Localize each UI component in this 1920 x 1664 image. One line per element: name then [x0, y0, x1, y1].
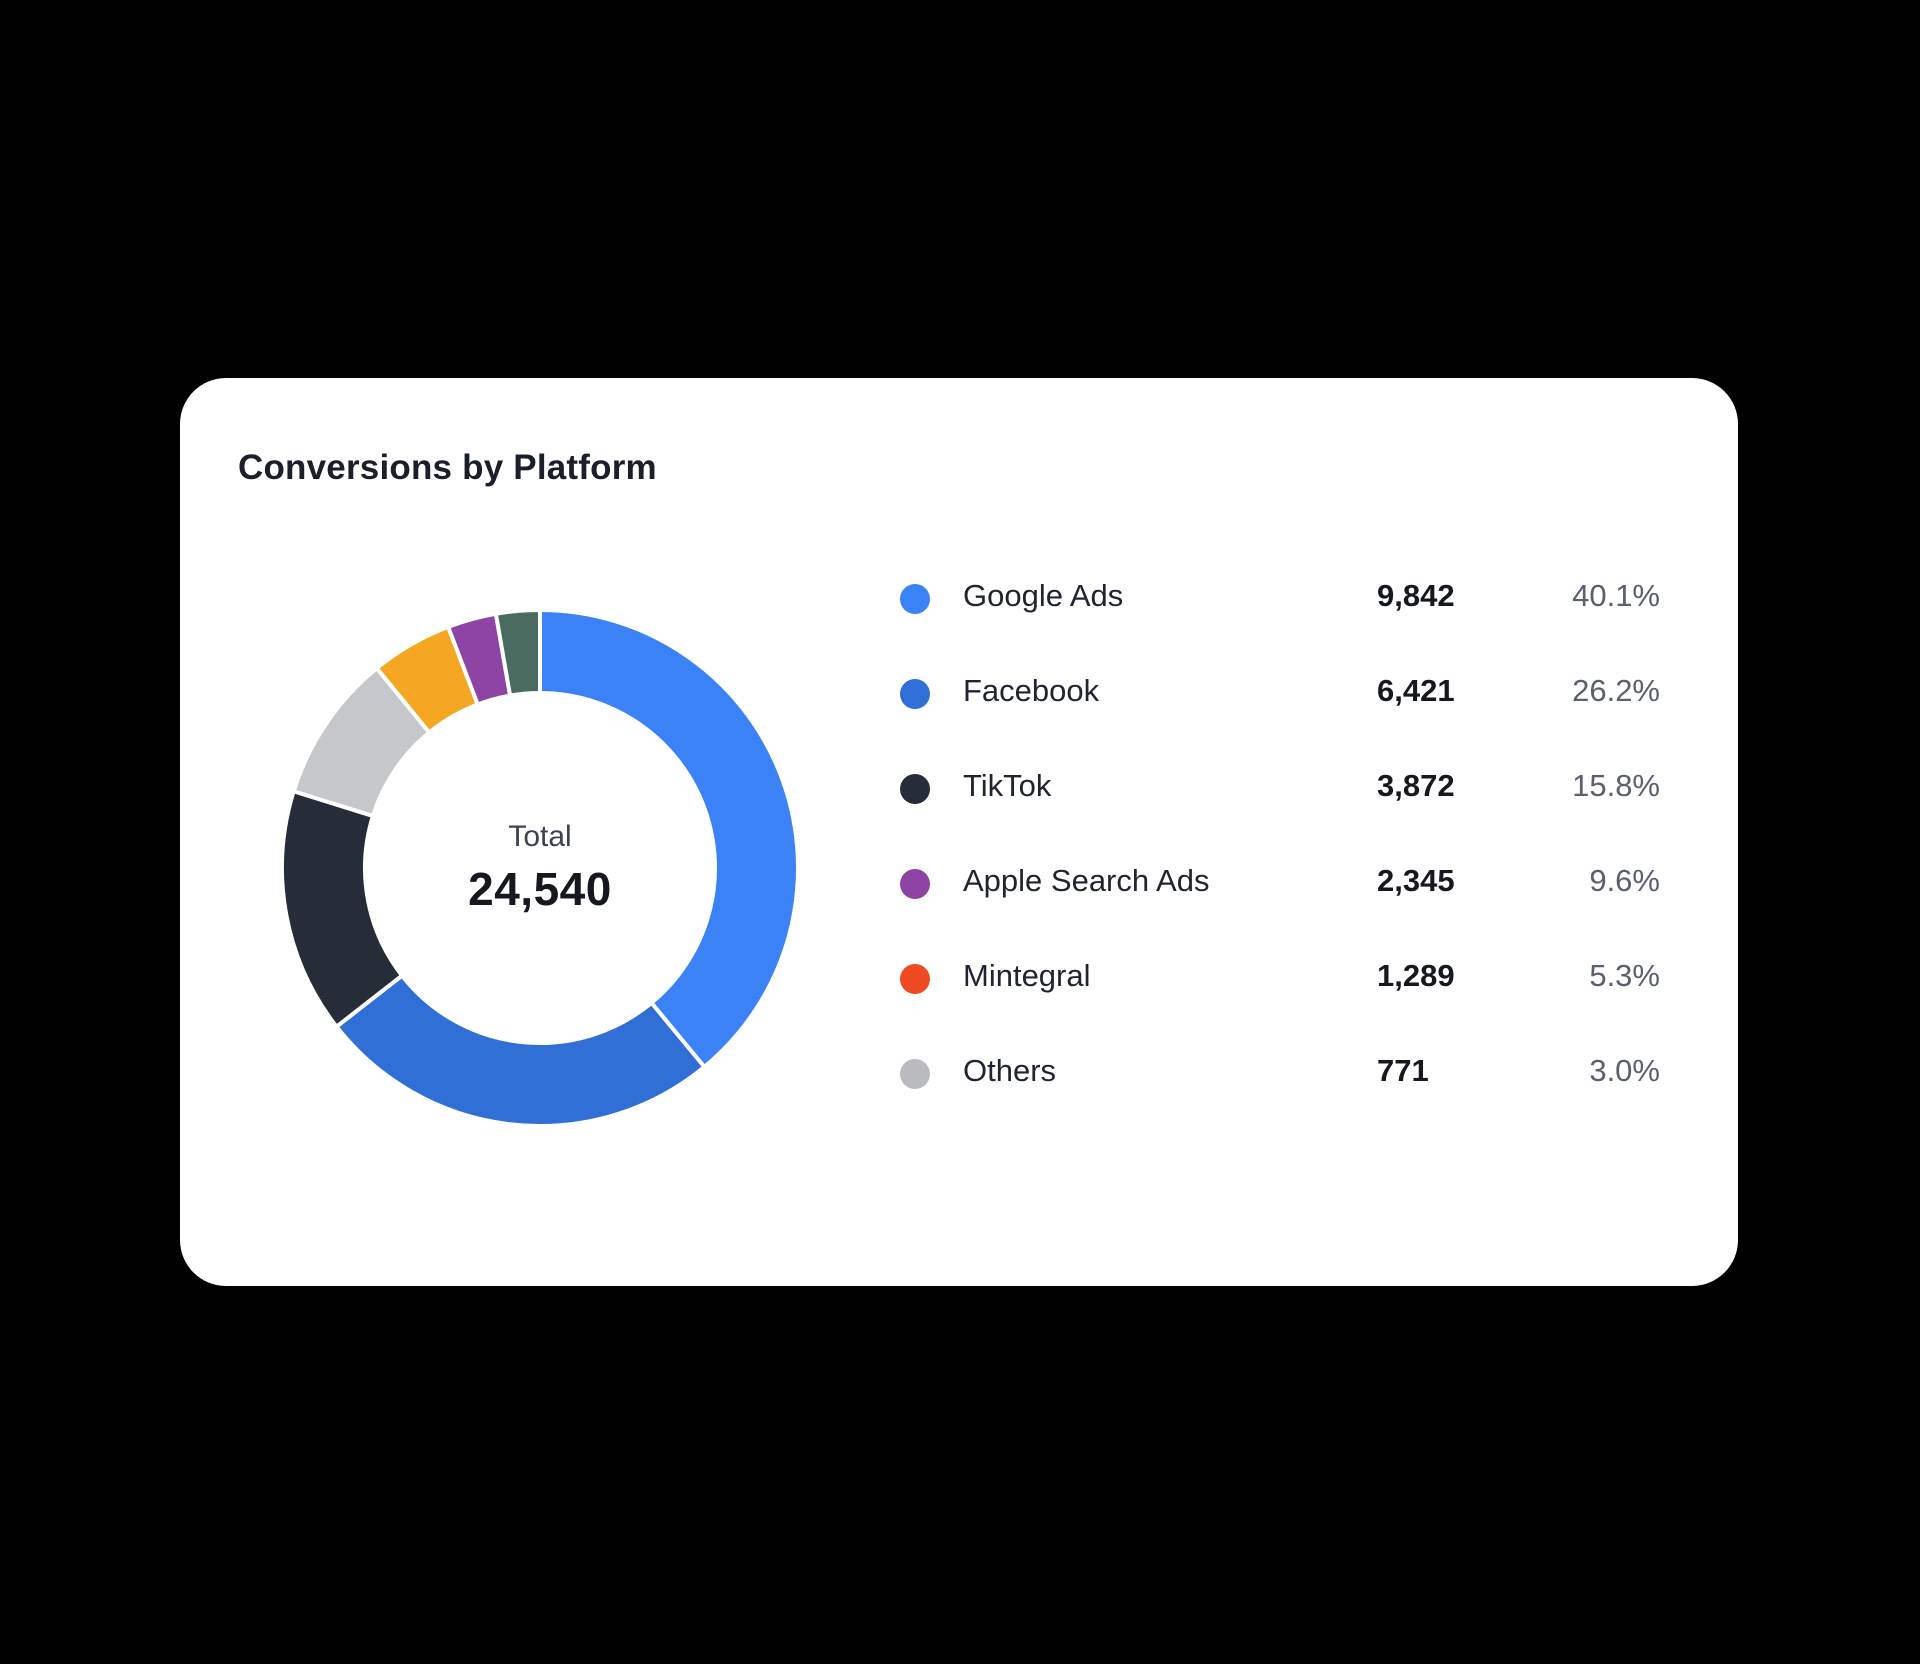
- legend-color-dot: [900, 584, 930, 614]
- legend-item: TikTok 3,872 15.8%: [900, 758, 1660, 853]
- legend-label: TikTok: [963, 768, 1052, 803]
- legend-label: Others: [963, 1053, 1057, 1088]
- legend-percent: 3.0%: [1589, 1053, 1660, 1088]
- legend-item: Google Ads 9,842 40.1%: [900, 568, 1660, 663]
- legend-label: Google Ads: [963, 578, 1124, 613]
- legend-color-dot: [900, 774, 930, 804]
- legend-color-dot: [900, 1059, 930, 1089]
- legend-value: 3,872: [1377, 768, 1455, 803]
- legend-label: Apple Search Ads: [963, 863, 1210, 898]
- legend-value: 1,289: [1377, 958, 1455, 993]
- legend-color-dot: [900, 679, 930, 709]
- legend-percent: 15.8%: [1572, 768, 1660, 803]
- legend-value: 9,842: [1377, 578, 1455, 613]
- chart-card: Conversions by Platform Total 24,540 Goo…: [180, 378, 1738, 1286]
- legend-color-dot: [900, 964, 930, 994]
- legend-percent: 9.6%: [1589, 863, 1660, 898]
- donut-slice-1: [334, 973, 707, 1128]
- legend-label: Facebook: [963, 673, 1100, 708]
- legend-percent: 5.3%: [1589, 958, 1660, 993]
- legend-color-dot: [900, 869, 930, 899]
- legend-percent: 40.1%: [1572, 578, 1660, 613]
- donut-chart: Total 24,540: [280, 608, 800, 1128]
- legend-value: 2,345: [1377, 863, 1455, 898]
- donut-svg: [280, 608, 800, 1128]
- legend-item: Facebook 6,421 26.2%: [900, 663, 1660, 758]
- card-title: Conversions by Platform: [238, 448, 657, 487]
- legend-item: Apple Search Ads 2,345 9.6%: [900, 853, 1660, 948]
- legend-item: Mintegral 1,289 5.3%: [900, 948, 1660, 1043]
- donut-slice-2: [280, 789, 404, 1029]
- legend-value: 771: [1377, 1053, 1429, 1088]
- legend: Google Ads 9,842 40.1% Facebook 6,421 26…: [900, 568, 1660, 1138]
- legend-item: Others 771 3.0%: [900, 1043, 1660, 1138]
- donut-slice-0: [538, 608, 800, 1069]
- legend-percent: 26.2%: [1572, 673, 1660, 708]
- legend-label: Mintegral: [963, 958, 1091, 993]
- legend-value: 6,421: [1377, 673, 1455, 708]
- donut-slice-6: [493, 608, 542, 698]
